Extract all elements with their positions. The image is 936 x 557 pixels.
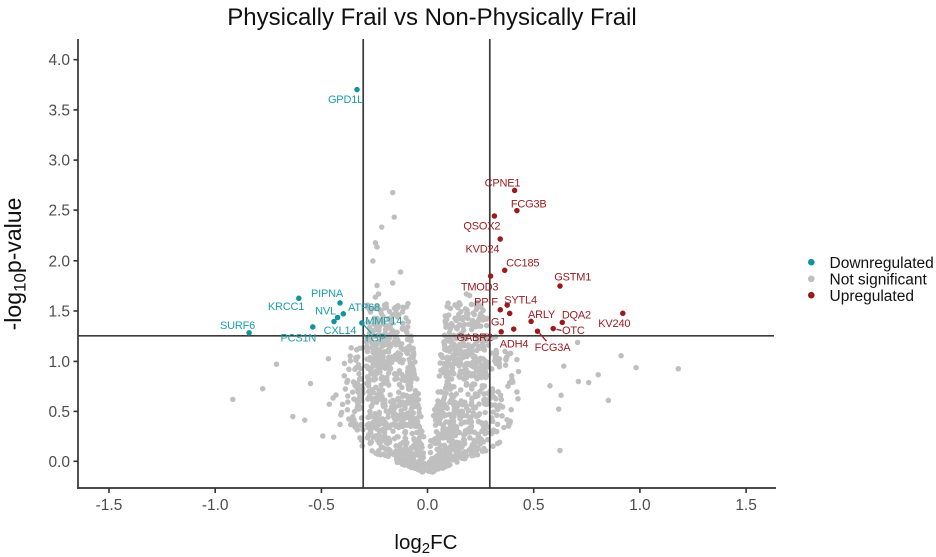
svg-text:1.0: 1.0 [48, 354, 70, 371]
svg-text:3.5: 3.5 [48, 102, 70, 119]
svg-text:3.0: 3.0 [48, 153, 70, 170]
svg-text:PPIF: PPIF [474, 297, 498, 309]
svg-text:-0.5: -0.5 [308, 497, 335, 514]
svg-text:ADH4: ADH4 [500, 338, 529, 350]
svg-text:PIPNA: PIPNA [311, 288, 344, 300]
svg-text:FCG3A: FCG3A [535, 342, 572, 354]
svg-text:-log10p-value: -log10p-value [0, 198, 30, 331]
svg-text:QSOX2: QSOX2 [463, 221, 500, 233]
svg-text:TMOD3: TMOD3 [461, 281, 499, 293]
svg-text:ARLY: ARLY [528, 309, 556, 321]
svg-text:KRCC1: KRCC1 [268, 301, 304, 313]
svg-text:NVL: NVL [315, 306, 336, 318]
svg-text:GABR2: GABR2 [457, 332, 493, 344]
svg-text:CC185: CC185 [506, 258, 539, 270]
svg-text:OTC: OTC [562, 325, 585, 337]
svg-text:-1.0: -1.0 [202, 497, 229, 514]
svg-text:1.5: 1.5 [735, 497, 757, 514]
svg-text:1.5: 1.5 [48, 304, 70, 321]
svg-text:0.0: 0.0 [417, 497, 439, 514]
svg-text:GPD1L: GPD1L [328, 94, 363, 106]
svg-text:Not significant: Not significant [830, 271, 928, 288]
svg-text:DQA2: DQA2 [562, 310, 591, 322]
svg-text:log2FC: log2FC [394, 531, 457, 557]
svg-text:PCS1N: PCS1N [280, 332, 316, 344]
svg-text:Downregulated: Downregulated [830, 255, 934, 272]
svg-text:KV240: KV240 [598, 318, 630, 330]
svg-text:0.5: 0.5 [48, 404, 70, 421]
svg-text:0.0: 0.0 [48, 454, 70, 471]
svg-text:SYTL4: SYTL4 [504, 295, 537, 307]
svg-text:YGP: YGP [363, 332, 386, 344]
svg-text:-1.5: -1.5 [96, 497, 123, 514]
svg-text:Upregulated: Upregulated [830, 288, 914, 305]
svg-text:GSTM1: GSTM1 [554, 272, 591, 284]
svg-text:2.0: 2.0 [48, 253, 70, 270]
svg-text:FCG3B: FCG3B [511, 198, 547, 210]
svg-text:0.5: 0.5 [523, 497, 545, 514]
svg-text:Physically Frail vs Non-Physic: Physically Frail vs Non-Physically Frail [227, 4, 636, 31]
svg-text:ATP68: ATP68 [348, 302, 380, 314]
svg-text:KVD24: KVD24 [465, 244, 499, 256]
svg-text:CPNE1: CPNE1 [485, 178, 521, 190]
svg-text:2.5: 2.5 [48, 203, 70, 220]
svg-text:4.0: 4.0 [48, 52, 70, 69]
svg-text:1.0: 1.0 [629, 497, 651, 514]
svg-text:CXL14: CXL14 [324, 325, 357, 337]
svg-text:SURF6: SURF6 [220, 320, 255, 332]
svg-text:IGJ: IGJ [488, 317, 505, 329]
svg-text:MMP14: MMP14 [365, 316, 402, 328]
